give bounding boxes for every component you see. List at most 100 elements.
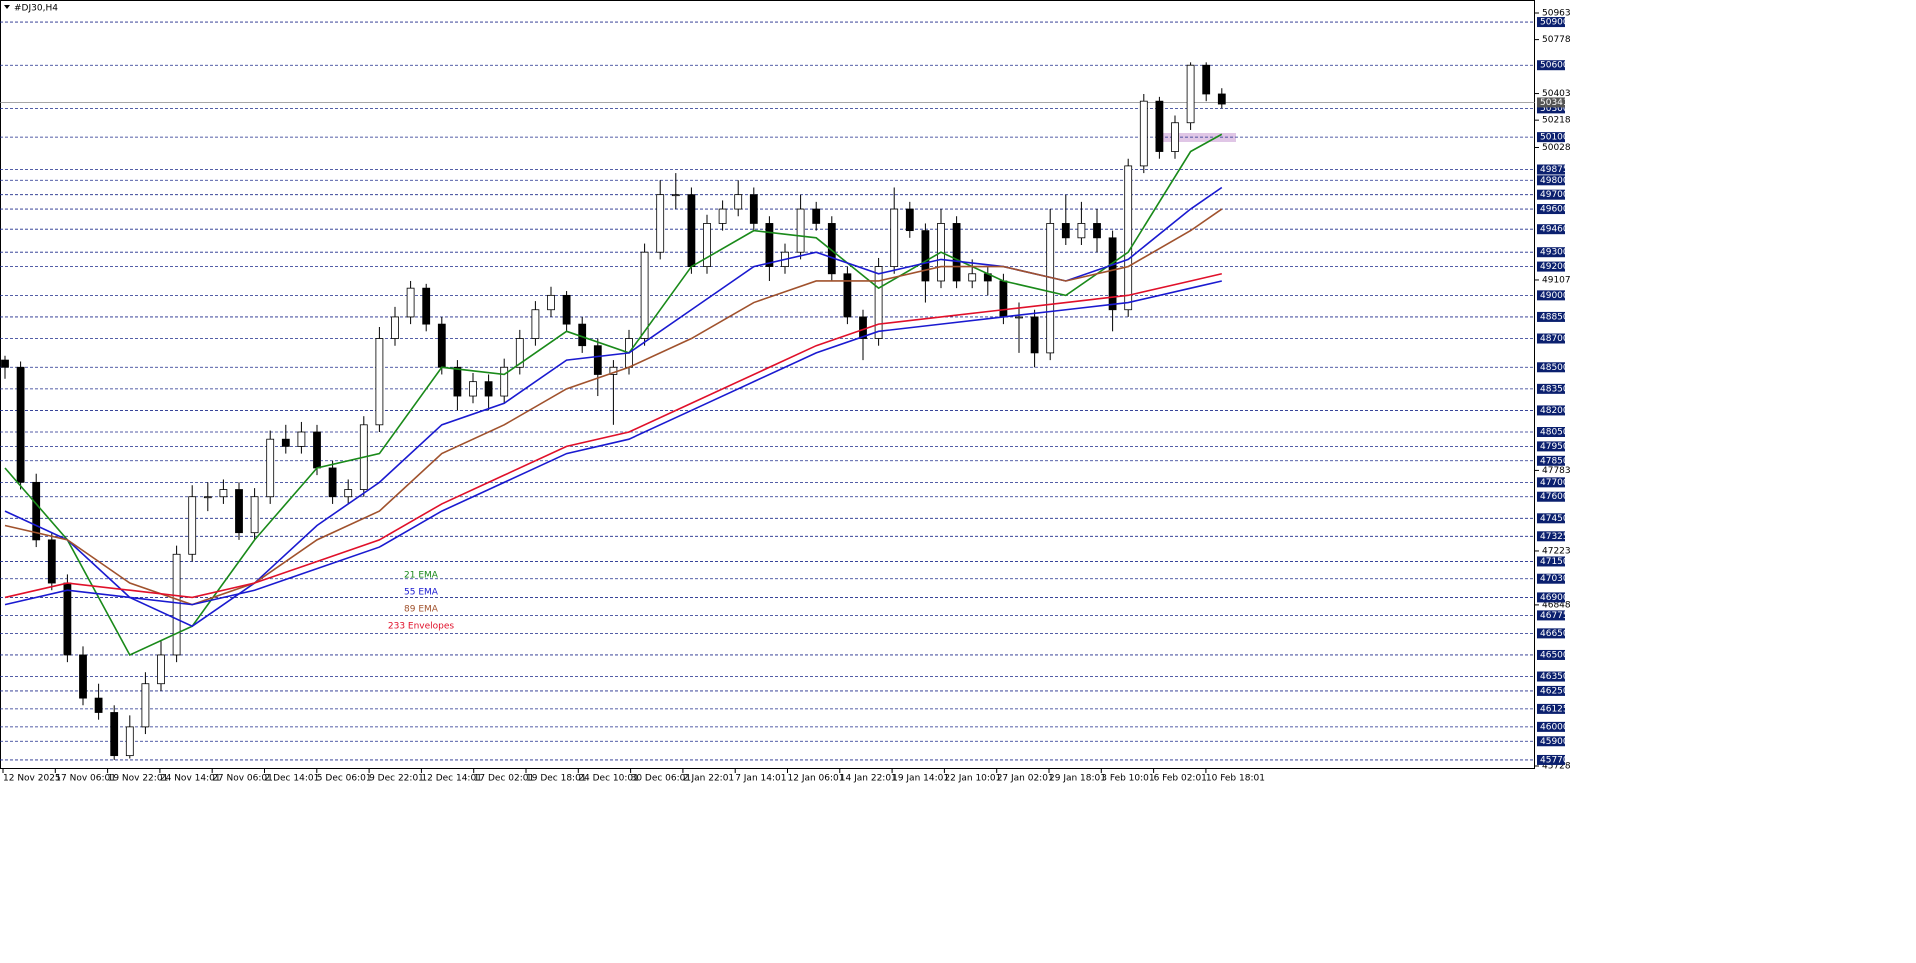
menu-icon (4, 5, 10, 9)
candle-body (110, 712, 119, 757)
candle-body (235, 489, 243, 534)
candle-body (484, 381, 493, 397)
level-tag (1537, 362, 1565, 373)
candle-body (874, 266, 883, 339)
level-tag (1537, 610, 1565, 621)
level-tag (1537, 311, 1565, 322)
candle-body (796, 208, 805, 253)
level-label: 47030 (1540, 574, 1569, 584)
level-label: 49800 (1540, 176, 1569, 186)
x-tick-label: 9 Dec 22:01 (369, 774, 424, 784)
candle-body (125, 726, 134, 757)
level-tag (1537, 247, 1565, 258)
x-tick-label: 19 Dec 18:01 (526, 774, 587, 784)
level-label: 48850 (1540, 312, 1569, 322)
y-tick-label: 45728 (1542, 762, 1571, 772)
candle-body (47, 539, 56, 584)
level-label: 47600 (1540, 492, 1569, 502)
y-tick-label: 50028 (1542, 143, 1571, 153)
level-label: 50600 (1540, 61, 1569, 71)
y-tick-label: 50218 (1542, 116, 1571, 126)
level-tag (1537, 383, 1565, 394)
level-label: 47325 (1540, 532, 1569, 542)
candle-body (1171, 122, 1179, 152)
current-price-label: 50341 (1540, 98, 1569, 108)
candle-body (422, 287, 431, 325)
candle-body (921, 230, 930, 282)
x-tick-label: 24 Dec 10:01 (578, 774, 639, 784)
candle-body (500, 366, 509, 397)
level-tag (1537, 427, 1565, 438)
level-label: 49460 (1540, 225, 1569, 235)
level-label: 50300 (1540, 104, 1569, 114)
level-label: 50100 (1540, 133, 1569, 143)
level-label: 46250 (1540, 686, 1569, 696)
level-tag (1537, 573, 1565, 584)
x-tick-label: 12 Dec 14:01 (421, 774, 482, 784)
candle-body (671, 194, 680, 197)
candle-body (188, 496, 197, 555)
legend-label: 233 Envelopes (388, 622, 455, 632)
candle-body (250, 496, 259, 534)
candle-body (812, 208, 821, 224)
candle-body (1186, 64, 1195, 124)
level-tag (1537, 531, 1565, 542)
level-label: 48500 (1540, 363, 1569, 373)
level-label: 46650 (1540, 629, 1569, 639)
candle-body (437, 323, 446, 368)
candle-body (999, 280, 1008, 318)
level-tag (1537, 261, 1565, 272)
level-label: 48200 (1540, 406, 1569, 416)
candle-body (1, 359, 9, 368)
candle-body (562, 294, 571, 325)
candle-body (297, 431, 306, 447)
level-label: 47150 (1540, 557, 1569, 567)
candle-body (1124, 165, 1133, 311)
indicator-line (4, 208, 1223, 606)
level-label: 48050 (1540, 428, 1569, 438)
candle-body (593, 345, 602, 375)
level-tag (1537, 175, 1565, 186)
y-tick-label: 46848 (1542, 600, 1571, 610)
level-tag (1537, 628, 1565, 639)
candle-body (172, 553, 181, 656)
level-label: 46500 (1540, 650, 1569, 660)
plot-frame (0, 0, 1535, 769)
level-tag (1537, 60, 1565, 71)
candle-body (1217, 93, 1226, 105)
candle-body (687, 194, 696, 267)
level-label: 48350 (1540, 384, 1569, 394)
legend-label: 21 EMA (404, 571, 439, 581)
level-label: 46000 (1540, 722, 1569, 732)
candle-body (141, 683, 150, 728)
x-tick-label: 2 Dec 14:01 (265, 774, 320, 784)
candle-body (203, 496, 212, 499)
x-tick-label: 6 Feb 02:01 (1154, 774, 1207, 784)
candle-body (328, 467, 337, 498)
level-label: 50900 (1540, 18, 1569, 28)
current-price-tag (1537, 97, 1565, 108)
level-label: 47950 (1540, 442, 1569, 452)
candle-body (968, 273, 977, 282)
y-tick-label: 50963 (1542, 9, 1571, 19)
candle-body (344, 489, 353, 498)
candle-body (843, 273, 852, 318)
level-label: 45770 (1540, 755, 1569, 765)
x-tick-label: 3 Feb 10:01 (1101, 774, 1154, 784)
candle-body (157, 654, 165, 685)
candle-body (391, 316, 399, 339)
candle-body (749, 194, 758, 224)
x-tick-label: 2 Jan 22:01 (683, 774, 734, 784)
candle-body (94, 697, 103, 713)
level-label: 48700 (1540, 334, 1569, 344)
indicator-line (4, 273, 1222, 599)
level-label: 49700 (1540, 190, 1569, 200)
candle-body (266, 438, 275, 498)
candle-body (656, 194, 665, 253)
candle-body (890, 208, 899, 267)
candle-body (16, 366, 25, 483)
level-tag (1537, 556, 1565, 567)
candle-body (1046, 223, 1055, 354)
level-label: 46775 (1540, 611, 1569, 621)
level-label: 46125 (1540, 704, 1569, 714)
